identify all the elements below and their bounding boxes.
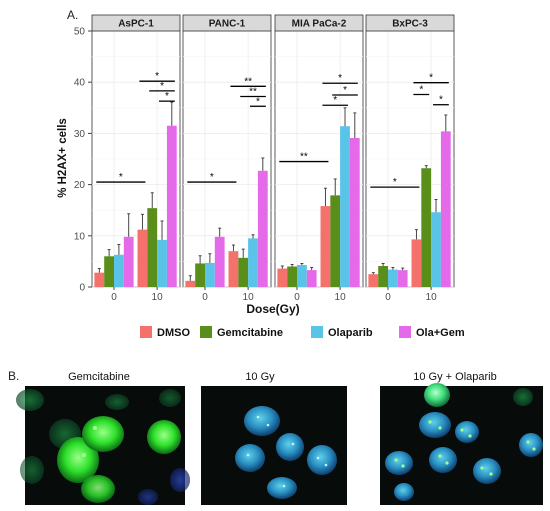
micrograph-row: Gemcitabine 10 Gy 10 Gy + Olaparib bbox=[16, 371, 543, 505]
bar-gemcitabine bbox=[287, 266, 297, 287]
facet-bxpc-3: BxPC-3 * * * * 0 10 bbox=[365, 14, 455, 303]
bar-dmso bbox=[94, 272, 105, 287]
legend: DMSO Gemcitabine Olaparib Ola+Gem bbox=[140, 326, 465, 339]
significance-label: * bbox=[256, 96, 260, 107]
significance-label: * bbox=[333, 95, 337, 106]
legend-label: Olaparib bbox=[328, 327, 373, 339]
facet-strip-label: MIA PaCa-2 bbox=[292, 19, 347, 30]
y-tick-label: 10 bbox=[74, 231, 86, 242]
x-tick-label: 0 bbox=[294, 292, 300, 303]
bar-dmso bbox=[411, 239, 422, 287]
panel-b-label: B. bbox=[8, 369, 19, 383]
bar-ola-gem bbox=[440, 131, 451, 287]
x-tick-label: 10 bbox=[335, 292, 347, 303]
x-tick-label: 0 bbox=[385, 292, 391, 303]
x-tick-label: 0 bbox=[202, 292, 208, 303]
bar-olaparib bbox=[248, 238, 258, 287]
micrograph-10gy bbox=[201, 386, 347, 505]
x-tick-label: 0 bbox=[111, 292, 117, 303]
significance-label: * bbox=[338, 73, 342, 84]
bar-ola-gem bbox=[123, 236, 134, 287]
x-tick-label: 10 bbox=[243, 292, 255, 303]
bar-ola-gem bbox=[306, 270, 317, 287]
bar-gemcitabine bbox=[421, 168, 432, 287]
significance-label: * bbox=[165, 91, 169, 102]
significance-label: * bbox=[343, 85, 347, 96]
bar-ola-gem bbox=[166, 125, 177, 287]
bar-gemcitabine bbox=[104, 256, 114, 287]
facet-strip bbox=[91, 14, 181, 32]
x-tick-label: 10 bbox=[152, 292, 164, 303]
bar-olaparib bbox=[114, 254, 124, 287]
facet-strip bbox=[365, 14, 455, 32]
bar-olaparib bbox=[205, 262, 215, 287]
bar-gemcitabine bbox=[195, 263, 205, 287]
bar-dmso bbox=[277, 268, 288, 287]
significance-label: ** bbox=[300, 152, 308, 163]
bar-olaparib bbox=[157, 239, 167, 287]
facet-strip bbox=[274, 14, 364, 32]
legend-label: Ola+Gem bbox=[416, 327, 465, 339]
bar-dmso bbox=[185, 280, 196, 287]
bar-ola-gem bbox=[397, 270, 408, 287]
legend-label: DMSO bbox=[157, 327, 190, 339]
y-tick-label: 20 bbox=[74, 180, 86, 191]
bar-dmso bbox=[137, 229, 148, 287]
significance-label: * bbox=[119, 172, 123, 183]
bar-gemcitabine bbox=[147, 208, 158, 287]
facet-strip bbox=[182, 14, 272, 32]
micrograph-title-1: Gemcitabine bbox=[68, 371, 130, 383]
micrograph-10gy-olaparib bbox=[380, 383, 543, 505]
significance-label: * bbox=[160, 81, 164, 92]
significance-label: ** bbox=[249, 87, 257, 98]
facet-aspc-1: AsPC-1****0 10 bbox=[91, 14, 181, 303]
facet-strip-label: AsPC-1 bbox=[118, 19, 154, 30]
significance-label: ** bbox=[244, 76, 252, 87]
bar-dmso bbox=[228, 251, 239, 287]
facet-panc-1: PANC-1******0 10 bbox=[182, 14, 272, 303]
bar-dmso bbox=[368, 274, 379, 287]
significance-label: * bbox=[429, 73, 433, 84]
bar-gemcitabine bbox=[238, 257, 249, 287]
micrograph-title-2: 10 Gy bbox=[245, 371, 275, 383]
bar-dmso bbox=[320, 206, 331, 287]
facet-mia-paca-2: MIA PaCa-2*****0 10 bbox=[274, 14, 364, 303]
y-tick-label: 0 bbox=[79, 283, 85, 294]
bar-gemcitabine bbox=[378, 266, 388, 287]
micrograph-gemcitabine bbox=[16, 386, 190, 505]
micrograph-title-3: 10 Gy + Olaparib bbox=[413, 371, 496, 383]
bar-ola-gem bbox=[214, 236, 225, 287]
bar-olaparib bbox=[340, 126, 350, 288]
bar-ola-gem bbox=[349, 138, 360, 287]
bar-gemcitabine bbox=[330, 195, 341, 287]
x-tick-label: 10 bbox=[426, 292, 438, 303]
y-tick-label: 30 bbox=[74, 129, 86, 140]
y-tick-label: 40 bbox=[74, 78, 86, 89]
significance-label: * bbox=[393, 177, 397, 188]
y-axis-title: % H2AX+ cells bbox=[57, 118, 69, 198]
bar-olaparib bbox=[297, 264, 307, 287]
significance-label: * bbox=[210, 172, 214, 183]
y-axis: 0 10 20 30 40 50 bbox=[74, 27, 92, 294]
bar-ola-gem bbox=[257, 170, 268, 287]
panel-a-label: A. bbox=[67, 8, 78, 22]
legend-swatch bbox=[399, 326, 411, 338]
legend-swatch bbox=[140, 326, 152, 338]
legend-swatch bbox=[200, 326, 212, 338]
facet-strip-label: PANC-1 bbox=[209, 19, 246, 30]
bar-olaparib bbox=[388, 269, 398, 287]
legend-label: Gemcitabine bbox=[217, 327, 283, 339]
x-axis-title: Dose(Gy) bbox=[246, 302, 299, 316]
facet-strip-label: BxPC-3 bbox=[392, 19, 428, 30]
significance-label: * bbox=[155, 71, 159, 82]
significance-label: * bbox=[419, 84, 423, 95]
bar-olaparib bbox=[431, 212, 441, 287]
significance-label: * bbox=[439, 95, 443, 106]
y-tick-label: 50 bbox=[74, 27, 86, 38]
legend-swatch bbox=[311, 326, 323, 338]
